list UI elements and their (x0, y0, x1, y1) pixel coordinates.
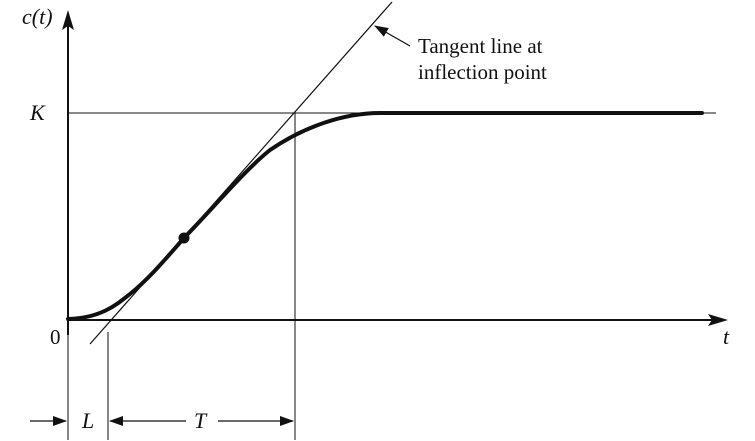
annotation-line-1: Tangent line at (418, 34, 543, 58)
response-curve (66, 111, 704, 321)
y-axis-label: c(t) (22, 4, 53, 29)
k-label: K (29, 100, 46, 125)
origin-label: 0 (50, 325, 61, 349)
inflection-point-dot (178, 232, 190, 244)
y-axis-arrow-icon (62, 10, 74, 30)
tangent-line (89, 1, 393, 345)
dimension-l-label: L (81, 408, 94, 433)
x-axis-label: t (723, 324, 730, 349)
annotation-line-2: inflection point (418, 60, 547, 84)
dimension-t-label: T (194, 408, 208, 433)
annotation-arrow (374, 25, 411, 47)
x-axis-arrow-icon (708, 314, 728, 326)
